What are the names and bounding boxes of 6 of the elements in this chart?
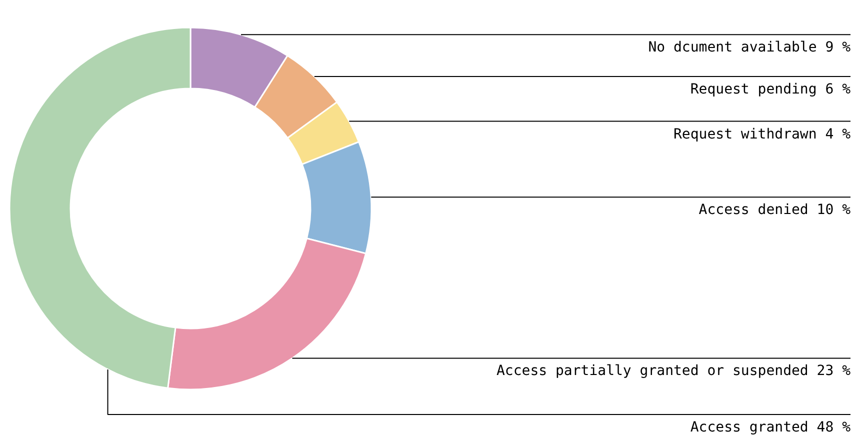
slice-label: Access partially granted or suspended 23 % (496, 363, 852, 380)
slice-label: Request pending 6 % (690, 82, 852, 98)
slice-label: No dcument available 9 % (648, 40, 852, 56)
slice-label: Request withdrawn 4 % (673, 126, 852, 142)
slice-label: Access granted 48 % (690, 420, 852, 436)
slice-label: Access denied 10 % (698, 202, 852, 218)
